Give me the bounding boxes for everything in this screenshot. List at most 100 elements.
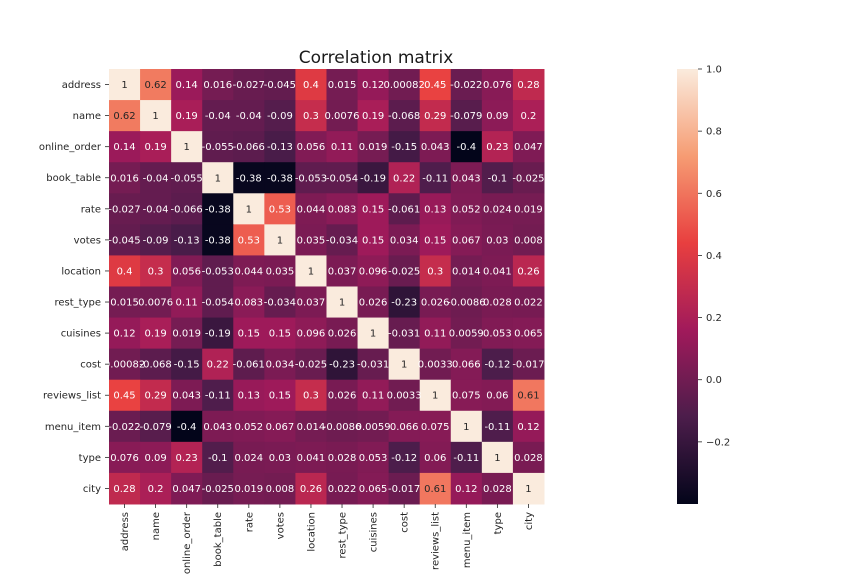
heatmap-cell-label: 0.052 bbox=[234, 422, 263, 433]
heatmap-cell-label: -0.025 bbox=[202, 484, 234, 495]
heatmap-cell-label: -0.23 bbox=[391, 298, 417, 309]
heatmap-cell-label: 0.028 bbox=[514, 453, 543, 464]
heatmap-cell bbox=[388, 224, 421, 256]
x-tick-label: type bbox=[493, 512, 504, 534]
heatmap-cell bbox=[264, 162, 296, 194]
heatmap-cell bbox=[512, 410, 545, 443]
heatmap-cell bbox=[171, 255, 203, 287]
x-tick-label: book_table bbox=[213, 512, 224, 567]
heatmap-cell-label: -0.054 bbox=[326, 173, 358, 184]
heatmap-cell bbox=[419, 317, 452, 350]
heatmap-cell bbox=[171, 472, 203, 505]
heatmap-cell bbox=[357, 131, 390, 163]
heatmap-cell-label: 0.45 bbox=[113, 391, 135, 402]
heatmap-cell-label: 0.083 bbox=[328, 204, 357, 215]
heatmap-cell-label: 0.19 bbox=[362, 111, 384, 122]
heatmap-cell bbox=[295, 69, 327, 101]
heatmap-cell-label: 0.066 bbox=[452, 360, 481, 371]
heatmap-cell bbox=[419, 69, 452, 101]
heatmap-cell-label: 0.037 bbox=[297, 298, 326, 309]
heatmap-cell-label: 0.29 bbox=[144, 391, 166, 402]
heatmap-cell-label: 0.12 bbox=[517, 422, 539, 433]
heatmap-cell bbox=[140, 162, 172, 194]
heatmap-cell-label: 0.26 bbox=[517, 266, 539, 277]
heatmap-cell bbox=[202, 441, 234, 474]
heatmap-cell bbox=[295, 255, 327, 287]
heatmap-cell-label: -0.079 bbox=[450, 111, 482, 122]
heatmap-cell bbox=[202, 100, 234, 132]
y-tick-label: rest_type bbox=[54, 298, 101, 309]
heatmap-cell bbox=[109, 348, 141, 381]
heatmap-cell bbox=[109, 162, 141, 194]
heatmap-cell-label: 0.019 bbox=[234, 484, 263, 495]
heatmap-cell-label: -0.04 bbox=[143, 204, 169, 215]
heatmap-cell bbox=[264, 69, 296, 101]
heatmap-cell bbox=[326, 348, 359, 381]
heatmap-cell-label: 0.23 bbox=[176, 453, 198, 464]
heatmap-cell-label: -0.11 bbox=[422, 173, 448, 184]
heatmap-cell bbox=[202, 379, 234, 412]
heatmap-cell bbox=[295, 193, 327, 225]
x-tick-label: rest_type bbox=[338, 512, 349, 559]
chart-title: Correlation matrix bbox=[299, 48, 454, 68]
heatmap-cell bbox=[326, 379, 359, 412]
heatmap-cell bbox=[171, 379, 203, 412]
heatmap-cell bbox=[450, 255, 483, 287]
heatmap-cell-label: 0.61 bbox=[517, 391, 539, 402]
heatmap-cell bbox=[481, 379, 514, 412]
heatmap-cell bbox=[326, 286, 359, 319]
heatmap-cell-label: 0.12 bbox=[455, 484, 477, 495]
heatmap-cell-label: -0.025 bbox=[388, 266, 420, 277]
heatmap-cell bbox=[109, 224, 141, 256]
heatmap-cell bbox=[264, 255, 296, 287]
heatmap-cell bbox=[388, 410, 421, 443]
heatmap-cell-label: 0.008 bbox=[514, 235, 543, 246]
heatmap-cell bbox=[512, 224, 545, 256]
heatmap-cell-label: 0.034 bbox=[266, 360, 295, 371]
heatmap-cell-label: -0.068 bbox=[388, 111, 420, 122]
heatmap-cell-label: 0.19 bbox=[144, 329, 166, 340]
y-tick-label: cuisines bbox=[61, 329, 101, 340]
heatmap-cell-label: -0.15 bbox=[391, 142, 417, 153]
heatmap-cell bbox=[450, 348, 483, 381]
heatmap-cell bbox=[326, 255, 359, 287]
heatmap-cell-label: -0.11 bbox=[205, 391, 231, 402]
heatmap-cell bbox=[295, 379, 327, 412]
heatmap-cell bbox=[140, 224, 172, 256]
heatmap-cell-label: 1 bbox=[525, 484, 531, 495]
heatmap-cell-label: -0.15 bbox=[174, 360, 200, 371]
heatmap-cell-label: 0.3 bbox=[148, 266, 164, 277]
heatmap-cell bbox=[481, 441, 514, 474]
heatmap-cell-label: 0.13 bbox=[238, 391, 260, 402]
heatmap-cell bbox=[140, 441, 172, 474]
heatmap-cell-label: 1 bbox=[339, 298, 345, 309]
heatmap-cell bbox=[140, 131, 172, 163]
heatmap-cell-label: -0.034 bbox=[326, 235, 358, 246]
heatmap-cell-label: -0.04 bbox=[236, 111, 262, 122]
heatmap-cell-label: 0.076 bbox=[110, 453, 139, 464]
heatmap-cell-label: 0.53 bbox=[238, 235, 260, 246]
heatmap-cell bbox=[264, 286, 296, 319]
heatmap-cell-label: -0.045 bbox=[108, 235, 140, 246]
heatmap-cell-label: 0.035 bbox=[266, 266, 295, 277]
heatmap-cell-label: 0.056 bbox=[297, 142, 326, 153]
heatmap-cell bbox=[326, 441, 359, 474]
heatmap-cell bbox=[140, 193, 172, 225]
heatmap-cell-label: -0.079 bbox=[139, 422, 171, 433]
x-axis-tick-labels: address name online_order book_table rate vot… bbox=[120, 503, 535, 574]
heatmap-cell-label: 0.3 bbox=[303, 111, 319, 122]
heatmap-cell bbox=[264, 224, 296, 256]
heatmap-cell bbox=[512, 348, 545, 381]
heatmap-cell bbox=[109, 317, 141, 350]
heatmap-cell-label: 0.034 bbox=[390, 235, 419, 246]
heatmap-cell-label: 1 bbox=[432, 391, 438, 402]
heatmap-cell bbox=[419, 193, 452, 225]
x-tick-label: name bbox=[151, 512, 162, 540]
heatmap-cell bbox=[481, 410, 514, 443]
heatmap-cell bbox=[109, 193, 141, 225]
heatmap-cell bbox=[264, 100, 296, 132]
heatmap-cell-label: 0.067 bbox=[266, 422, 295, 433]
heatmap-cell bbox=[295, 472, 327, 505]
heatmap-cell bbox=[388, 131, 421, 163]
